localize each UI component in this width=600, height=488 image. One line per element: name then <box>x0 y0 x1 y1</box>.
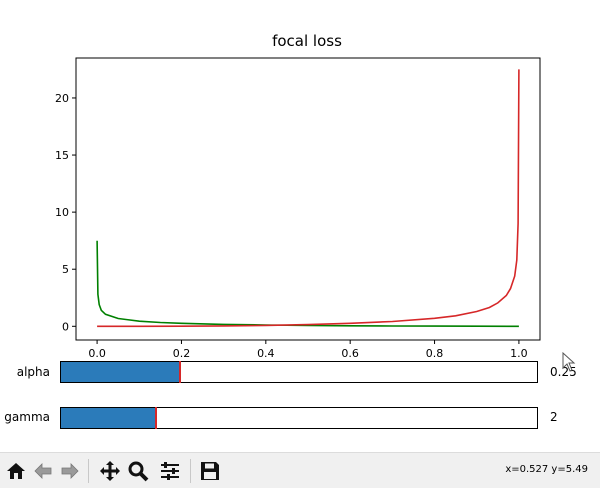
forward-button[interactable] <box>58 458 82 484</box>
alpha-slider-label: alpha <box>16 365 50 379</box>
series-line-0 <box>96 240 519 328</box>
gamma-slider-fill <box>61 408 157 428</box>
back-button[interactable] <box>31 458 55 484</box>
gamma-slider-value: 2 <box>550 410 558 424</box>
chart-title: focal loss <box>272 32 342 50</box>
x-tick-label: 0.0 <box>88 347 106 360</box>
y-tick-label: 15 <box>55 149 69 162</box>
zoom-icon <box>128 461 149 482</box>
navigation-toolbar: x=0.527 y=5.49 <box>0 452 600 488</box>
save-icon <box>201 462 219 480</box>
zoom-button[interactable] <box>126 458 150 484</box>
toolbar-separator <box>190 459 191 483</box>
x-tick-label: 0.8 <box>426 347 444 360</box>
x-tick-label: 0.2 <box>173 347 191 360</box>
forward-arrow-icon <box>61 463 79 479</box>
mouse-cursor-icon <box>562 352 576 372</box>
y-tick-label: 0 <box>62 320 69 333</box>
gamma-slider[interactable] <box>60 407 538 429</box>
configure-subplots-button[interactable] <box>158 458 182 484</box>
y-tick-label: 20 <box>55 92 69 105</box>
home-icon <box>7 463 25 479</box>
back-arrow-icon <box>34 463 52 479</box>
x-tick-label: 1.0 <box>510 347 528 360</box>
gamma-slider-label: gamma <box>4 410 50 424</box>
figure-canvas[interactable]: focal loss 0.0 0.2 0.4 0.6 0.8 1.0 0 5 10 15 20 <box>0 0 600 452</box>
series-line-1 <box>97 69 520 328</box>
axes-frame <box>75 57 541 341</box>
x-tick-label: 0.4 <box>257 347 275 360</box>
cursor-coordinates-readout: x=0.527 y=5.49 <box>505 464 588 475</box>
alpha-slider-fill <box>61 362 180 382</box>
alpha-slider-handle[interactable] <box>179 361 181 383</box>
pan-icon <box>100 461 120 481</box>
pan-button[interactable] <box>98 458 122 484</box>
toolbar-separator <box>88 459 89 483</box>
y-tick-label: 5 <box>62 263 69 276</box>
save-button[interactable] <box>198 458 222 484</box>
alpha-slider[interactable] <box>60 361 538 383</box>
y-tick-label: 10 <box>55 206 69 219</box>
home-button[interactable] <box>4 458 28 484</box>
x-tick-label: 0.6 <box>341 347 359 360</box>
plot-area[interactable]: 0.0 0.2 0.4 0.6 0.8 1.0 0 5 10 15 20 <box>55 57 541 360</box>
gamma-slider-handle[interactable] <box>155 407 158 429</box>
configure-subplots-icon <box>161 462 179 480</box>
